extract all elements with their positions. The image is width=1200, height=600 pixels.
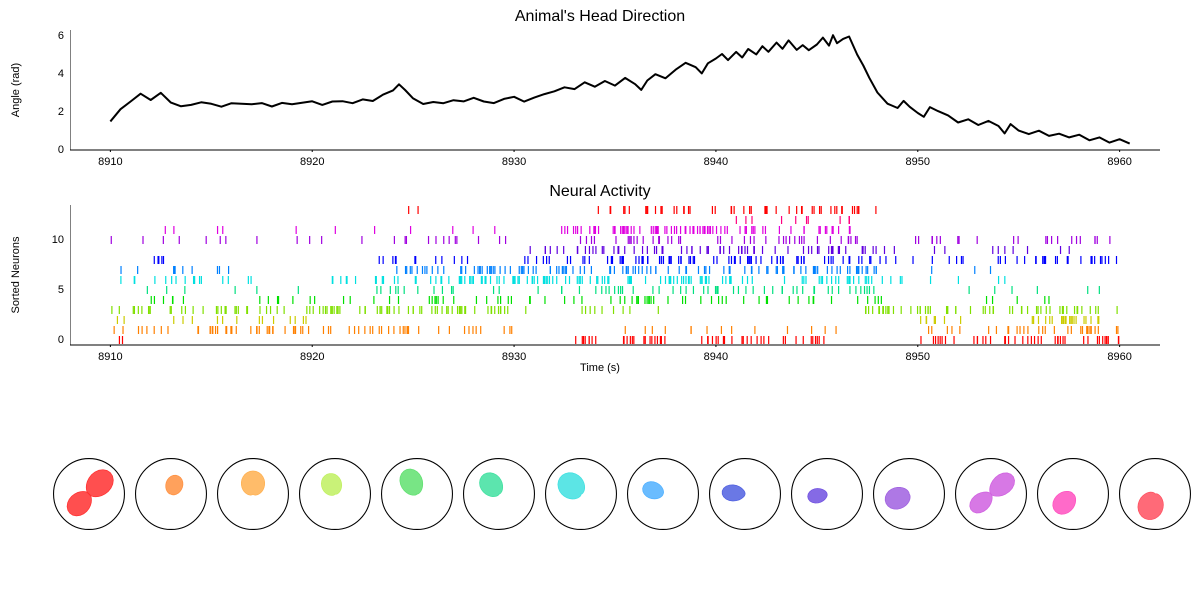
xtick-label: 8950: [906, 156, 930, 168]
ytick-label: 4: [42, 68, 64, 80]
polar-tuning-row: [50, 455, 1170, 533]
polar-tuning-cell: [1034, 455, 1112, 533]
xtick-label: 8930: [502, 351, 526, 363]
xtick-label: 8960: [1107, 351, 1131, 363]
xtick-label: 8950: [906, 351, 930, 363]
xtick-label: 8910: [98, 156, 122, 168]
xtick-label: 8930: [502, 156, 526, 168]
polar-tuning-cell: [132, 455, 210, 533]
polar-tuning-cell: [870, 455, 948, 533]
polar-tuning-cell: [296, 455, 374, 533]
ytick-label: 0: [42, 144, 64, 156]
raster-plot-axes: [70, 205, 1162, 347]
ytick-label: 6: [42, 30, 64, 42]
xtick-label: 8940: [704, 351, 728, 363]
xtick-label: 8910: [98, 351, 122, 363]
xtick-label: 8940: [704, 156, 728, 168]
polar-tuning-cell: [460, 455, 538, 533]
ytick-label: 0: [42, 334, 64, 346]
figure: Animal's Head Direction Angle (rad) 8910…: [0, 0, 1200, 600]
raster-plot-ylabel: Sorted Neurons: [10, 236, 22, 313]
ytick-label: 2: [42, 106, 64, 118]
ytick-label: 5: [42, 284, 64, 296]
ytick-label: 10: [42, 234, 64, 246]
polar-tuning-cell: [952, 455, 1030, 533]
raster-plot-xlabel: Time (s): [580, 362, 620, 374]
polar-tuning-cell: [706, 455, 784, 533]
top-plot-ylabel: Angle (rad): [10, 63, 22, 117]
xtick-label: 8920: [300, 156, 324, 168]
polar-tuning-cell: [788, 455, 866, 533]
xtick-label: 8920: [300, 351, 324, 363]
polar-tuning-cell: [214, 455, 292, 533]
top-plot-axes: [70, 30, 1162, 152]
polar-tuning-cell: [50, 455, 128, 533]
polar-tuning-cell: [542, 455, 620, 533]
polar-tuning-cell: [624, 455, 702, 533]
polar-tuning-cell: [378, 455, 456, 533]
xtick-label: 8960: [1107, 156, 1131, 168]
top-plot-title: Animal's Head Direction: [515, 8, 685, 26]
raster-plot-title: Neural Activity: [549, 183, 650, 201]
polar-tuning-cell: [1116, 455, 1194, 533]
